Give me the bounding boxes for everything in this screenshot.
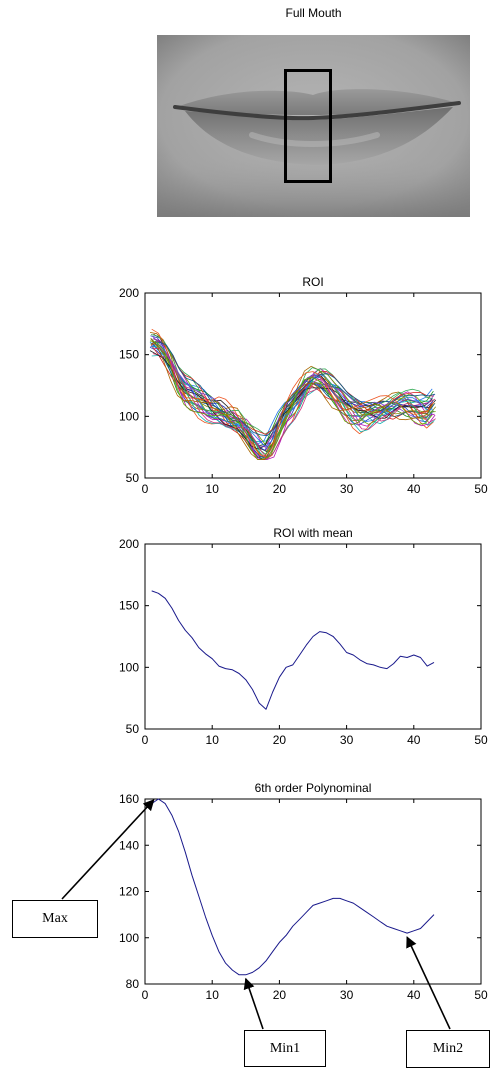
roi-axes-box bbox=[144, 292, 482, 479]
mean-xtick-label: 20 bbox=[273, 733, 287, 747]
mouth-image bbox=[157, 35, 470, 217]
poly-ytick-label: 100 bbox=[119, 931, 139, 945]
mean-ytick-label: 150 bbox=[119, 599, 139, 613]
roi-chart: 0 10 20 30 40 50 50 100 150 200 bbox=[119, 286, 488, 496]
poly-axes-box bbox=[144, 798, 482, 985]
mean-ytick-label: 50 bbox=[126, 722, 140, 736]
roi-ytick-label: 200 bbox=[119, 286, 139, 300]
image-title: Full Mouth bbox=[285, 6, 342, 20]
poly-xtick-label: 10 bbox=[206, 988, 220, 1002]
mean-ytick-label: 100 bbox=[119, 660, 139, 674]
roi-xtick-label: 10 bbox=[206, 482, 220, 496]
roi-xtick-label: 30 bbox=[340, 482, 354, 496]
poly-ytick-label: 120 bbox=[119, 885, 139, 899]
roi-ytick-label: 150 bbox=[119, 348, 139, 362]
roi-xtick-label: 40 bbox=[407, 482, 421, 496]
poly-xtick-label: 50 bbox=[474, 988, 488, 1002]
roi-trace bbox=[152, 341, 436, 437]
mean-ytick-label: 200 bbox=[119, 537, 139, 551]
roi-ytick-label: 50 bbox=[126, 471, 140, 485]
chart-title-roi-with-mean: ROI with mean bbox=[273, 526, 353, 540]
roi-trace bbox=[150, 338, 434, 460]
polynomial-chart: 0 10 20 30 40 50 80 100 120 140 160 bbox=[119, 792, 488, 1002]
mean-xtick-label: 10 bbox=[206, 733, 220, 747]
roi-trace bbox=[151, 328, 435, 458]
poly-xtick-label: 0 bbox=[142, 988, 149, 1002]
mean-xtick-label: 30 bbox=[340, 733, 354, 747]
mean-xtick-label: 0 bbox=[142, 733, 149, 747]
poly-xtick-label: 30 bbox=[340, 988, 354, 1002]
roi-xtick-label: 20 bbox=[273, 482, 287, 496]
roi-rectangle bbox=[284, 69, 332, 183]
min2-callout: Min2 bbox=[406, 1030, 490, 1068]
roi-trace bbox=[151, 334, 434, 455]
poly-ytick-label: 140 bbox=[119, 838, 139, 852]
poly-ytick-label: 160 bbox=[119, 792, 139, 806]
roi-xtick-label: 0 bbox=[142, 482, 149, 496]
chart-title-roi: ROI bbox=[302, 275, 324, 289]
roi-trace bbox=[149, 332, 433, 457]
chart-title-polynomial: 6th order Polynominal bbox=[254, 781, 372, 795]
roi-mean-chart: 0 10 20 30 40 50 50 100 150 200 bbox=[119, 537, 488, 747]
poly-xtick-label: 20 bbox=[273, 988, 287, 1002]
max-callout: Max bbox=[12, 900, 98, 938]
poly-ytick-label: 80 bbox=[126, 977, 140, 991]
arrow-min1 bbox=[243, 977, 264, 1030]
mean-xtick-label: 50 bbox=[474, 733, 488, 747]
poly-line bbox=[151, 798, 435, 976]
arrow-min2 bbox=[406, 936, 451, 1030]
mean-line bbox=[151, 590, 435, 710]
roi-xtick-label: 50 bbox=[474, 482, 488, 496]
roi-ytick-label: 100 bbox=[119, 409, 139, 423]
mean-xtick-label: 40 bbox=[407, 733, 421, 747]
min1-callout: Min1 bbox=[244, 1030, 326, 1067]
poly-xtick-label: 40 bbox=[407, 988, 421, 1002]
roi-trace bbox=[149, 340, 433, 460]
arrow-max bbox=[61, 799, 155, 900]
